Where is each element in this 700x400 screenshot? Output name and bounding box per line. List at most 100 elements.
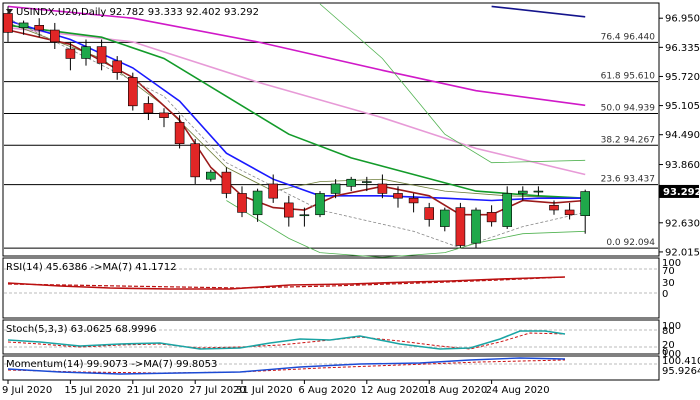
current-price-label: 93.292	[663, 187, 700, 198]
price-tick-8: 92.015	[665, 247, 700, 258]
candle-body-25	[393, 193, 403, 199]
candle-body-6	[96, 46, 107, 64]
fib-label-3: 38.2 94.267	[601, 135, 655, 145]
candle-3	[49, 22, 60, 49]
price-tick-0: 96.950	[665, 14, 700, 25]
candle-body-36	[564, 209, 575, 216]
time-tick-5: 6 Aug 2020	[298, 385, 356, 396]
candle-19	[299, 207, 310, 227]
candle-body-0	[3, 13, 13, 33]
candle-18	[283, 195, 294, 227]
price-axis: 96.950 96.335 95.720 95.105 94.490 93.860 93.2…	[659, 14, 700, 258]
candle-35	[549, 200, 559, 215]
ma-line-pink	[7, 26, 586, 176]
candle-body-9	[143, 103, 154, 114]
candle-36	[564, 202, 575, 220]
candle-body-12	[190, 143, 200, 178]
time-tick-4: 31 Jul 2020	[236, 385, 293, 396]
stoch-label: Stoch(5,3,3) 63.0625 68.9996	[6, 324, 157, 335]
momentum-label: Momentum(14) 99.9073 ->MA(7) 99.8053	[6, 359, 217, 370]
candle-body-35	[549, 204, 559, 211]
momentum-ma-line	[7, 359, 566, 374]
candle-33	[517, 186, 528, 201]
candle-7	[112, 56, 122, 80]
candle-body-30	[471, 209, 481, 244]
candle-body-20	[315, 193, 325, 216]
symbol-arrow-icon	[6, 9, 13, 14]
candle-10	[159, 108, 169, 128]
candle-body-32	[502, 193, 513, 227]
momentum-tick-100: 100	[662, 349, 681, 360]
candle-34	[533, 186, 544, 196]
candle-body-37	[580, 191, 591, 216]
rsi-pane: RSI(14) 45.6386 ->MA(7) 41.1712 100 70 3…	[2, 257, 681, 319]
stoch-tick-0: 0	[662, 347, 668, 358]
chart-header: USINDX,U20,Daily 92.782 93.333 92.402 93…	[6, 7, 259, 18]
rsi-label: RSI(14) 45.6386 ->MA(7) 41.1712	[6, 262, 177, 273]
candle-12	[190, 138, 200, 184]
momentum-tick-lower: 95.9264	[662, 366, 700, 377]
candles	[3, 6, 591, 248]
rsi-tick-70: 70	[662, 266, 675, 277]
stoch-signal-line	[7, 332, 566, 350]
price-tick-3: 95.105	[665, 101, 700, 112]
candle-body-11	[174, 122, 185, 145]
candle-body-27	[424, 207, 435, 220]
candle-body-4	[65, 48, 76, 59]
candle-16	[252, 188, 263, 222]
rsi-tick-100: 100	[662, 258, 681, 269]
candle-body-21	[330, 183, 341, 194]
candle-0	[3, 6, 13, 42]
candle-body-15	[237, 193, 247, 213]
current-price-box	[659, 184, 699, 198]
price-pane: 76.4 96.440 61.8 95.610 50.0 94.939 38.2 94…	[2, 2, 660, 258]
candle-body-3	[49, 29, 60, 43]
price-tick-4: 94.490	[665, 130, 700, 141]
candle-17	[268, 174, 279, 203]
candle-22	[346, 176, 357, 192]
candle-body-17	[268, 183, 279, 199]
stoch-tick-80: 80	[662, 326, 675, 337]
price-tick-5: 93.860	[665, 160, 700, 171]
candle-body-33	[517, 190, 528, 194]
candle-37	[580, 189, 591, 234]
fib-label-2: 50.0 94.939	[601, 103, 656, 113]
fib-label-4: 23.6 93.437	[601, 175, 655, 185]
stoch-tick-100: 100	[662, 321, 681, 332]
candle-6	[96, 39, 107, 71]
candle-4	[65, 41, 76, 71]
candle-24	[377, 174, 388, 199]
candle-body-29	[455, 207, 466, 246]
candle-body-24	[377, 183, 388, 194]
price-pane-frame	[2, 2, 660, 257]
rsi-ma-line	[7, 276, 566, 289]
rsi-line	[7, 276, 566, 290]
candle-body-34	[533, 190, 544, 193]
candle-body-26	[408, 197, 419, 204]
ma-line-dashed	[7, 17, 586, 249]
ma-line-navy	[491, 5, 586, 18]
candle-body-31	[486, 212, 497, 223]
candle-20	[315, 191, 325, 218]
stoch-pane: Stoch(5,3,3) 63.0625 68.9996 100 80 20 0	[2, 319, 681, 358]
candle-30	[471, 207, 481, 248]
candle-body-2	[34, 25, 45, 31]
candle-31	[486, 205, 497, 227]
fib-label-1: 61.8 95.610	[601, 72, 656, 82]
candle-body-5	[81, 46, 91, 59]
rsi-tick-30: 30	[662, 278, 675, 289]
candle-21	[330, 179, 341, 199]
candle-body-10	[159, 112, 169, 118]
candle-5	[81, 39, 91, 66]
candle-26	[408, 193, 419, 213]
candle-23	[361, 176, 372, 192]
price-tick-2: 95.720	[665, 72, 700, 83]
candle-body-19	[299, 214, 310, 217]
candle-14	[221, 167, 232, 199]
fib-label-5: 0.0 92.094	[606, 238, 655, 248]
candle-11	[174, 115, 185, 149]
current-price-tag: 93.292	[659, 184, 700, 198]
ma-line-magenta	[7, 5, 586, 107]
candle-body-7	[112, 60, 122, 73]
